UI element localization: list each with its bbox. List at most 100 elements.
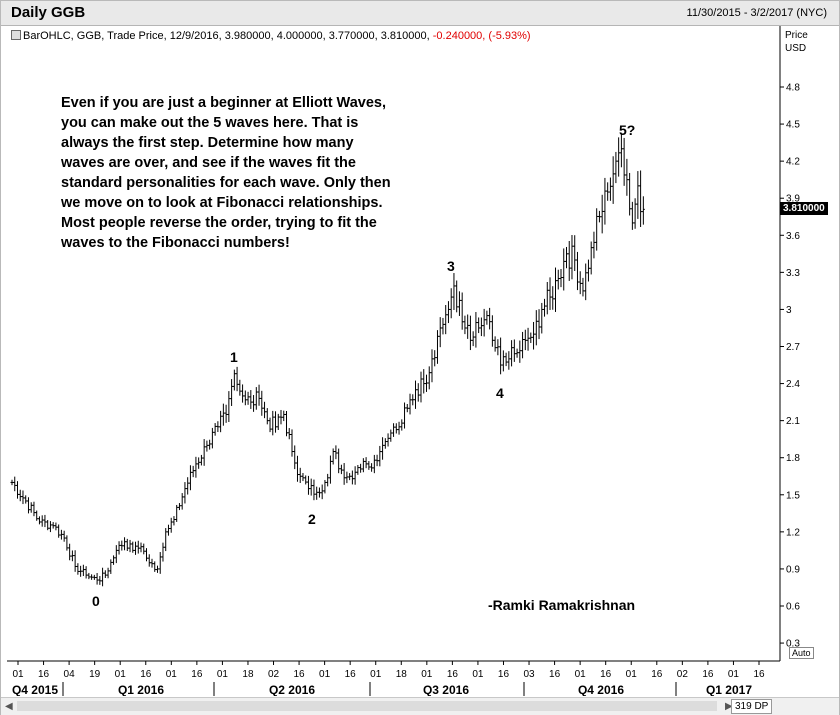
ohlc-bar xyxy=(309,478,313,496)
ohlc-bar xyxy=(230,379,234,406)
ohlc-bar xyxy=(367,461,371,470)
ohlc-bar xyxy=(600,194,604,234)
ohlc-bar xyxy=(84,566,88,579)
ohlc-bar xyxy=(290,429,294,457)
ohlc-bar xyxy=(147,554,151,567)
time-tick-label: 01 xyxy=(421,669,433,680)
ohlc-bar xyxy=(169,517,173,533)
wave-label-5: 5? xyxy=(619,122,636,138)
ohlc-bar xyxy=(131,541,135,553)
ohlc-bar xyxy=(488,307,492,330)
ohlc-bar xyxy=(419,371,423,403)
ohlc-bar xyxy=(359,463,363,473)
ohlc-bar xyxy=(13,476,17,492)
price-tick-label: 1.8 xyxy=(786,453,800,464)
time-tick-label: 16 xyxy=(498,669,510,680)
ohlc-bar xyxy=(337,448,341,474)
ohlc-bar xyxy=(235,366,239,392)
ohlc-bar xyxy=(175,504,179,522)
scroll-left-arrow-icon[interactable]: ◀ xyxy=(5,701,13,712)
scroll-right-arrow-icon[interactable]: ▶ xyxy=(725,701,733,712)
ohlc-bar xyxy=(62,530,66,542)
ohlc-bar xyxy=(274,411,278,433)
ohlc-bar xyxy=(191,465,195,478)
ohlc-bar xyxy=(18,489,22,502)
ohlc-bar xyxy=(430,349,434,383)
time-tick-label: 01 xyxy=(166,669,178,680)
zoom-level[interactable]: 319 DP xyxy=(731,699,773,714)
ohlc-bar xyxy=(70,550,74,562)
ohlc-bar xyxy=(581,277,585,297)
ohlc-bar xyxy=(444,304,448,335)
ohlc-bar xyxy=(21,490,25,505)
ohlc-bar xyxy=(364,457,368,469)
time-scrollbar[interactable]: ◀ ▶ 319 DP xyxy=(1,697,839,715)
ohlc-bar xyxy=(523,329,527,351)
ohlc-bar xyxy=(526,327,530,351)
ohlc-bar xyxy=(460,292,464,330)
time-tick-label: 04 xyxy=(64,669,76,680)
price-tick-label: 3 xyxy=(786,305,792,316)
ohlc-bar xyxy=(265,408,269,425)
ohlc-bar xyxy=(57,524,61,538)
time-tick-label: 02 xyxy=(677,669,689,680)
time-tick-label: 18 xyxy=(396,669,408,680)
time-tick-label: 01 xyxy=(217,669,229,680)
ohlc-bar xyxy=(164,528,168,552)
ohlc-bar xyxy=(153,561,157,572)
ohlc-bar xyxy=(37,516,41,525)
ohlc-bar xyxy=(339,464,343,475)
ohlc-bar xyxy=(595,208,599,251)
title-bar: Daily GGB 11/30/2015 - 3/2/2017 (NYC) xyxy=(1,1,839,26)
time-tick-label: 01 xyxy=(626,669,638,680)
ohlc-bar xyxy=(317,487,321,498)
time-tick-label: 03 xyxy=(523,669,535,680)
ohlc-bar xyxy=(155,565,159,573)
ohlc-bar xyxy=(342,463,346,485)
ohlc-bar xyxy=(348,473,352,481)
time-tick-label: 01 xyxy=(728,669,740,680)
ohlc-bar xyxy=(109,559,113,574)
ohlc-bar xyxy=(575,251,579,291)
ohlc-bar xyxy=(199,454,203,466)
price-chart[interactable]: 0.3 0.6 0.9 1.2 1.5 1.8 2.1 2.4 2.7 3 3.3 3.6 3.9 4.2… xyxy=(1,26,839,696)
date-range: 11/30/2015 - 3/2/2017 (NYC) xyxy=(686,7,827,19)
ohlc-bar xyxy=(554,267,558,312)
time-tick-label: 16 xyxy=(345,669,357,680)
ohlc-bar xyxy=(312,479,316,501)
ohlc-bar xyxy=(518,340,522,363)
scroll-thumb[interactable] xyxy=(17,701,717,711)
price-tick-label: 2.7 xyxy=(786,342,800,353)
ohlc-bar xyxy=(315,486,319,500)
ohlc-bar xyxy=(477,317,481,334)
ohlc-bar xyxy=(95,573,99,585)
ohlc-bar xyxy=(608,177,612,201)
ohlc-bar xyxy=(282,410,286,422)
price-tick-label: 2.4 xyxy=(786,379,800,390)
ohlc-bar xyxy=(202,439,206,466)
ohlc-bar xyxy=(570,235,574,280)
wave-label-0: 0 xyxy=(92,593,100,609)
ohlc-bar xyxy=(326,473,330,487)
price-tick-label: 4.5 xyxy=(786,120,800,131)
ohlc-bar xyxy=(243,390,247,406)
ohlc-bar xyxy=(507,351,511,370)
time-tick-label: 16 xyxy=(191,669,203,680)
ohlc-bar xyxy=(411,394,415,406)
ohlc-bar xyxy=(424,374,428,392)
ohlc-bar xyxy=(408,393,412,415)
ohlc-bar xyxy=(534,310,538,346)
ohlc-bar xyxy=(188,465,192,491)
ohlc-bar xyxy=(194,456,198,478)
auto-scale-button[interactable]: Auto xyxy=(789,647,814,659)
ohlc-bar xyxy=(592,231,596,259)
ohlc-bar xyxy=(306,475,310,495)
ohlc-bar xyxy=(504,352,508,367)
ohlc-bar xyxy=(400,419,404,431)
ohlc-bar xyxy=(474,312,478,348)
ohlc-bar xyxy=(166,524,170,536)
elliott-note: Even if you are just a beginner at Ellio… xyxy=(61,95,391,251)
ohlc-bar xyxy=(479,317,483,337)
bar-type-icon[interactable] xyxy=(11,30,21,40)
info-prefix: BarOHLC, GGB, Trade Price, 12/9/2016, 3.… xyxy=(23,30,430,42)
